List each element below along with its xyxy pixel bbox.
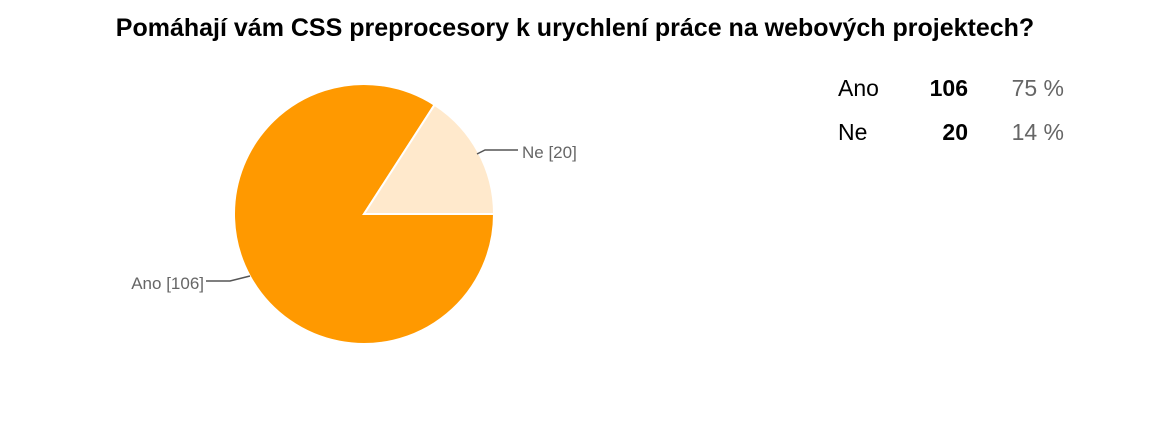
summary-row-ano: Ano 106 75 %	[838, 66, 1064, 110]
slice-label: Ano [106]	[131, 274, 204, 293]
summary-label: Ne	[838, 118, 868, 145]
summary-table: Ano 106 75 % Ne 20 14 %	[838, 66, 1064, 154]
slice-label: Ne [20]	[522, 143, 577, 162]
chart-title: Pomáhají vám CSS preprocesory k urychlen…	[115, 14, 1035, 42]
summary-count: 106	[929, 74, 968, 101]
summary-percent: 75 %	[1011, 74, 1064, 101]
leader-line	[476, 149, 518, 155]
pie-slice-ne	[362, 103, 496, 215]
summary-count: 20	[942, 118, 968, 145]
summary-percent: 14 %	[1011, 118, 1064, 145]
leader-line	[206, 275, 251, 282]
summary-row-ne: Ne 20 14 %	[838, 110, 1064, 154]
summary-label: Ano	[838, 74, 879, 101]
